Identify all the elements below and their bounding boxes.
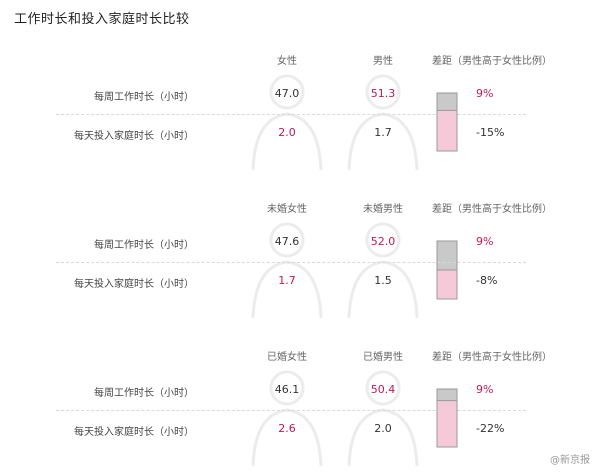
column-header-female: 女性 bbox=[277, 56, 297, 67]
gap-value: 9% bbox=[476, 87, 494, 100]
row-divider bbox=[56, 262, 526, 263]
female-silhouette-2-body bbox=[251, 408, 323, 467]
gap-value: 9% bbox=[476, 383, 494, 396]
row-label: 每周工作时长（小时） bbox=[94, 240, 194, 251]
row-label: 每天投入家庭时长（小时） bbox=[74, 427, 194, 438]
gap-header: 差距（男性高于女性比例） bbox=[432, 204, 552, 215]
value-cell: 1.7 bbox=[278, 274, 296, 287]
gap-value: -15% bbox=[476, 126, 505, 139]
female-silhouette-2-head bbox=[269, 370, 305, 406]
male-silhouette-1-body bbox=[347, 260, 419, 319]
gap-bar-pink bbox=[437, 110, 457, 151]
value-cell: 47.0 bbox=[274, 87, 300, 100]
gap-header: 差距（男性高于女性比例） bbox=[432, 352, 552, 363]
value-cell: 1.7 bbox=[374, 126, 392, 139]
gap-header: 差距（男性高于女性比例） bbox=[432, 56, 552, 67]
row-divider bbox=[56, 114, 526, 115]
value-cell: 47.6 bbox=[274, 235, 300, 248]
gap-bar-outline bbox=[436, 388, 458, 448]
gap-bar-pink bbox=[437, 400, 457, 447]
gap-bar-gray bbox=[437, 93, 457, 111]
gap-bar-pink bbox=[437, 270, 457, 299]
row-divider bbox=[56, 410, 526, 411]
page-title: 工作时长和投入家庭时长比较 bbox=[14, 12, 190, 27]
watermark: @新京报 bbox=[550, 455, 590, 466]
row-label: 每周工作时长（小时） bbox=[94, 388, 194, 399]
female-silhouette-0-head bbox=[269, 74, 305, 110]
male-silhouette-2-body bbox=[347, 408, 419, 467]
female-silhouette-0-body bbox=[251, 112, 323, 171]
row-label: 每天投入家庭时长（小时） bbox=[74, 131, 194, 142]
column-header-male: 未婚男性 bbox=[363, 204, 403, 215]
row-label: 每周工作时长（小时） bbox=[94, 92, 194, 103]
gap-value: 9% bbox=[476, 235, 494, 248]
value-cell: 52.0 bbox=[370, 235, 396, 248]
column-header-male: 已婚男性 bbox=[363, 352, 403, 363]
gap-bar-gray bbox=[437, 241, 457, 270]
female-silhouette-1-head bbox=[269, 222, 305, 258]
value-cell: 1.5 bbox=[374, 274, 392, 287]
gap-value: -22% bbox=[476, 422, 505, 435]
male-silhouette-2-head bbox=[365, 370, 401, 406]
value-cell: 2.6 bbox=[278, 422, 296, 435]
column-header-female: 未婚女性 bbox=[267, 204, 307, 215]
gap-value: -8% bbox=[476, 274, 498, 287]
gap-bar-gray bbox=[437, 389, 457, 401]
gap-bar-outline bbox=[436, 92, 458, 152]
row-label: 每天投入家庭时长（小时） bbox=[74, 279, 194, 290]
male-silhouette-0-head bbox=[365, 74, 401, 110]
column-header-female: 已婚女性 bbox=[267, 352, 307, 363]
value-cell: 51.3 bbox=[370, 87, 396, 100]
female-silhouette-1-body bbox=[251, 260, 323, 319]
value-cell: 46.1 bbox=[274, 383, 300, 396]
value-cell: 2.0 bbox=[374, 422, 392, 435]
male-silhouette-0-body bbox=[347, 112, 419, 171]
male-silhouette-1-head bbox=[365, 222, 401, 258]
value-cell: 2.0 bbox=[278, 126, 296, 139]
value-cell: 50.4 bbox=[370, 383, 396, 396]
column-header-male: 男性 bbox=[373, 56, 393, 67]
